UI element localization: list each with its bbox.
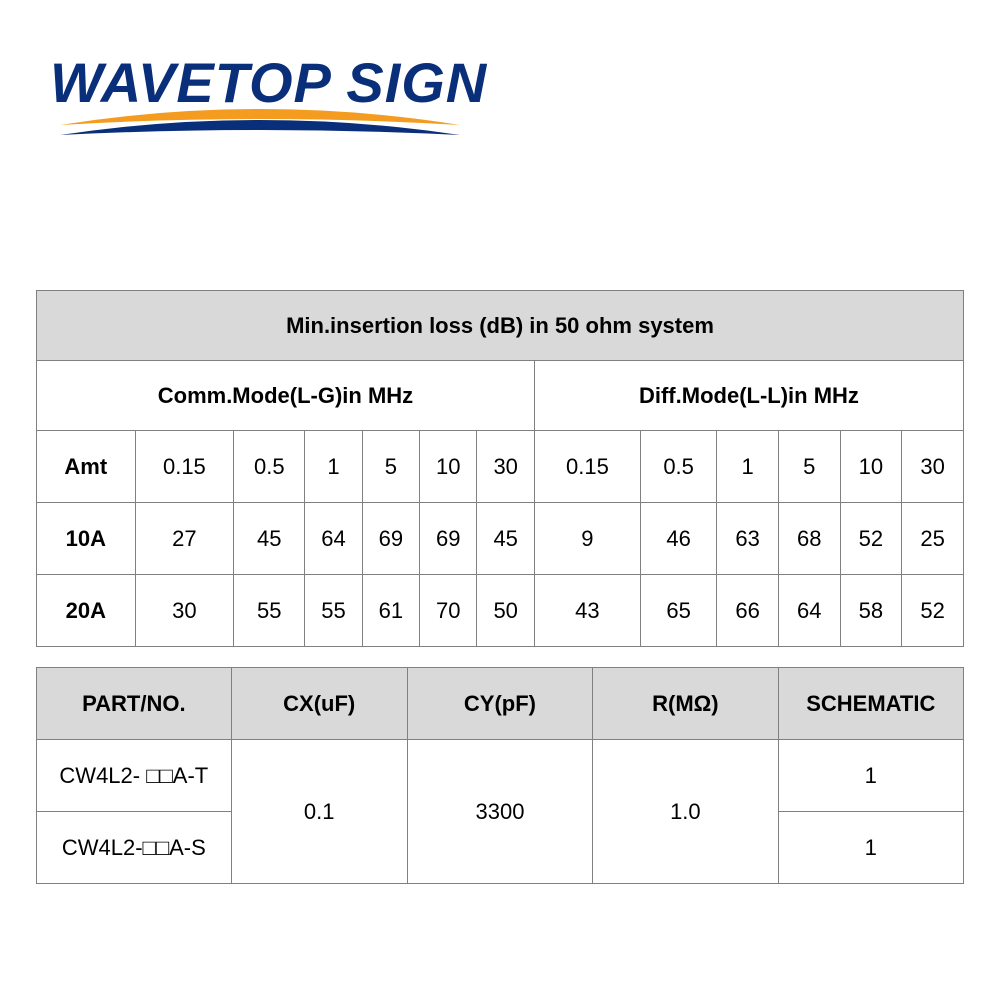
table2-part-cell: CW4L2- □□A-T [37, 740, 232, 812]
table1-data-cell: 50 [477, 575, 534, 647]
table1-row-label: 10A [37, 503, 136, 575]
table1-data-cell: 27 [135, 503, 234, 575]
table1-freq-cell: 0.15 [135, 431, 234, 503]
table1-freq-cell: 30 [477, 431, 534, 503]
table2-part-cell: CW4L2-□□A-S [37, 812, 232, 884]
table1-mode-right: Diff.Mode(L-L)in MHz [534, 361, 963, 431]
table1-data-cell: 58 [840, 575, 902, 647]
tables-container: Min.insertion loss (dB) in 50 ohm system… [36, 290, 964, 884]
table1-freq-cell: 0.5 [640, 431, 716, 503]
table1-data-cell: 25 [902, 503, 964, 575]
table2-cx-cell: 0.1 [231, 740, 407, 884]
insertion-loss-table: Min.insertion loss (dB) in 50 ohm system… [36, 290, 964, 647]
table2-header: SCHEMATIC [778, 668, 963, 740]
table1-freq-cell: 1 [717, 431, 779, 503]
table1-data-cell: 9 [534, 503, 640, 575]
table1-data-cell: 52 [902, 575, 964, 647]
table1-data-cell: 68 [778, 503, 840, 575]
table1-freq-cell: 10 [420, 431, 477, 503]
table1-freq-cell: 5 [778, 431, 840, 503]
table1-data-cell: 69 [362, 503, 419, 575]
table2-r-cell: 1.0 [593, 740, 778, 884]
table1-data-cell: 45 [477, 503, 534, 575]
table2-header: R(MΩ) [593, 668, 778, 740]
table1-data-cell: 63 [717, 503, 779, 575]
part-spec-table: PART/NO. CX(uF) CY(pF) R(MΩ) SCHEMATIC C… [36, 667, 964, 884]
table2-header: CX(uF) [231, 668, 407, 740]
table1-data-cell: 65 [640, 575, 716, 647]
table1-data-cell: 64 [305, 503, 362, 575]
table1-data-cell: 52 [840, 503, 902, 575]
table1-freq-cell: 5 [362, 431, 419, 503]
table2-schematic-cell: 1 [778, 812, 963, 884]
table1-freq-cell: 0.5 [234, 431, 305, 503]
table1-row-label: 20A [37, 575, 136, 647]
table2-cy-cell: 3300 [407, 740, 592, 884]
table1-freq-cell: 30 [902, 431, 964, 503]
table1-data-cell: 45 [234, 503, 305, 575]
table2-header: PART/NO. [37, 668, 232, 740]
table1-mode-left: Comm.Mode(L-G)in MHz [37, 361, 535, 431]
table1-data-cell: 55 [305, 575, 362, 647]
table1-freq-cell: 10 [840, 431, 902, 503]
logo: WAVETOP SIGN [50, 50, 487, 148]
table1-data-cell: 64 [778, 575, 840, 647]
table1-data-cell: 43 [534, 575, 640, 647]
table2-schematic-cell: 1 [778, 740, 963, 812]
table1-data-cell: 61 [362, 575, 419, 647]
table1-freq-cell: 0.15 [534, 431, 640, 503]
table1-data-cell: 70 [420, 575, 477, 647]
table1-data-cell: 69 [420, 503, 477, 575]
table1-amt-label: Amt [37, 431, 136, 503]
table1-data-cell: 66 [717, 575, 779, 647]
table1-title: Min.insertion loss (dB) in 50 ohm system [37, 291, 964, 361]
table1-data-cell: 30 [135, 575, 234, 647]
table1-data-cell: 55 [234, 575, 305, 647]
table1-freq-cell: 1 [305, 431, 362, 503]
logo-swoosh-icon [50, 103, 470, 143]
table1-data-cell: 46 [640, 503, 716, 575]
table2-header: CY(pF) [407, 668, 592, 740]
